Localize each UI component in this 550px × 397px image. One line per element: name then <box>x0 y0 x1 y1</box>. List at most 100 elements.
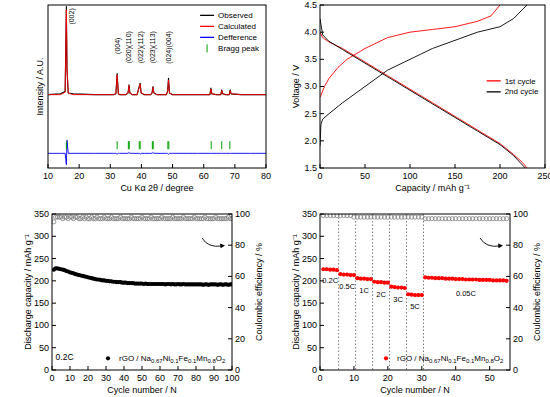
y-tick <box>320 236 324 237</box>
x-tick <box>79 164 80 168</box>
annotation: (022)(112) <box>137 31 145 63</box>
x-tick <box>88 366 89 370</box>
x-tick-label: 60 <box>199 171 209 181</box>
y-tick-label: 50 <box>307 343 317 353</box>
y-tick <box>52 303 56 304</box>
x-tick-label: 50 <box>168 171 178 181</box>
data-point <box>167 141 168 149</box>
x-tick <box>70 366 71 370</box>
x-tick <box>141 164 142 168</box>
y-tick <box>320 303 324 304</box>
y2-tick-label: 100 <box>513 209 528 219</box>
y2-tick <box>506 245 510 246</box>
x-tick-label: 30 <box>417 373 427 383</box>
x-tick-label: 70 <box>230 171 240 181</box>
y-tick-label: 100 <box>34 320 49 330</box>
annotation: (024)(004) <box>165 31 173 64</box>
x-tick-label: 60 <box>155 373 165 383</box>
text-run: Defference <box>218 33 258 42</box>
y2-tick-label: 20 <box>513 334 523 344</box>
annotation: (004) <box>114 38 122 54</box>
rate-divider <box>389 214 390 370</box>
y-tick <box>320 347 324 348</box>
annotation: 0.2C <box>322 276 338 285</box>
x-tick-label: 80 <box>261 171 271 181</box>
y2-tick-label: 100 <box>235 209 250 219</box>
panel: 0102030405005010015020025030035002040608… <box>291 209 542 395</box>
y2-tick <box>228 307 232 308</box>
annotation: 0.5C <box>339 282 355 291</box>
y-tick <box>52 236 56 237</box>
text-run: 0.67 <box>151 358 163 364</box>
y-tick-label: 150 <box>34 298 49 308</box>
y-tick <box>52 325 56 326</box>
data-point <box>369 277 373 281</box>
panel: 1020304050607080Cu Kα 2θ / degreeIntensi… <box>35 5 271 193</box>
legend-swatch <box>384 356 388 360</box>
data-point <box>129 141 130 149</box>
x-tick-label: 40 <box>136 171 146 181</box>
rate-divider <box>423 214 424 370</box>
y-tick-label: 150 <box>302 298 317 308</box>
legend-swatch <box>200 15 214 16</box>
y-tick <box>320 59 324 60</box>
series-line <box>320 5 527 168</box>
y2-tick-label: 40 <box>235 303 245 313</box>
rate-divider <box>355 214 356 370</box>
axis-arrow-head <box>498 244 503 249</box>
figure: 1020304050607080Cu Kα 2θ / degreeIntensi… <box>0 0 550 397</box>
y-axis-label: Discharge capacity / mAh g⁻¹ <box>23 234 33 350</box>
x-axis-label: Cycle number / N <box>107 385 177 395</box>
x-tick <box>410 164 411 168</box>
y-tick-label: 4.0 <box>304 27 317 37</box>
x-tick <box>142 366 143 370</box>
x-tick <box>545 164 546 168</box>
plot-frame <box>52 214 232 370</box>
legend: ObservedCalculatedDefferenceBragg peak <box>200 11 260 53</box>
x-tick <box>124 366 125 370</box>
x-tick <box>214 366 215 370</box>
y-tick <box>320 86 324 87</box>
legend-swatch <box>487 80 501 81</box>
text-run: 2 <box>222 358 226 364</box>
y2-tick <box>228 245 232 246</box>
rate-divider <box>406 214 407 370</box>
y-tick-label: 200 <box>302 276 317 286</box>
x-axis-label: Capacity / mAh g⁻¹ <box>395 183 470 193</box>
data-point <box>505 279 509 283</box>
text-run: 0.67 <box>429 358 441 364</box>
plot-area <box>321 214 508 370</box>
y-tick <box>320 258 324 259</box>
x-tick-label: 0 <box>317 373 322 383</box>
x-tick <box>160 366 161 370</box>
y2-tick <box>506 214 510 215</box>
axis-arrow-head <box>220 244 225 249</box>
data-point <box>140 141 141 149</box>
x-axis-label: Cycle number / N <box>380 385 450 395</box>
text-run: 2 <box>500 358 504 364</box>
y-tick <box>320 370 324 371</box>
data-point <box>152 141 153 149</box>
text-run: st cycle <box>509 77 536 86</box>
x-tick-label: 20 <box>383 373 393 383</box>
x-tick <box>421 366 422 370</box>
legend-swatch <box>207 44 208 52</box>
data-point <box>52 220 56 224</box>
y-tick <box>52 370 56 371</box>
series-line <box>48 10 266 95</box>
text-run: Bragg peak <box>218 44 260 53</box>
text-run: nd cycle <box>509 88 539 97</box>
data-point <box>420 293 424 297</box>
x-tick-label: 200 <box>492 171 507 181</box>
x-tick-label: 10 <box>349 373 359 383</box>
y-tick-label: 100 <box>302 320 317 330</box>
x-tick-label: 20 <box>83 373 93 383</box>
y2-tick <box>228 276 232 277</box>
x-tick <box>266 164 267 168</box>
x-tick <box>203 164 204 168</box>
x-tick-label: 100 <box>402 171 417 181</box>
text-run: Calculated <box>218 22 256 31</box>
data-point <box>168 141 169 149</box>
y2-tick-label: 40 <box>513 303 523 313</box>
y2-tick-label: 60 <box>513 271 523 281</box>
